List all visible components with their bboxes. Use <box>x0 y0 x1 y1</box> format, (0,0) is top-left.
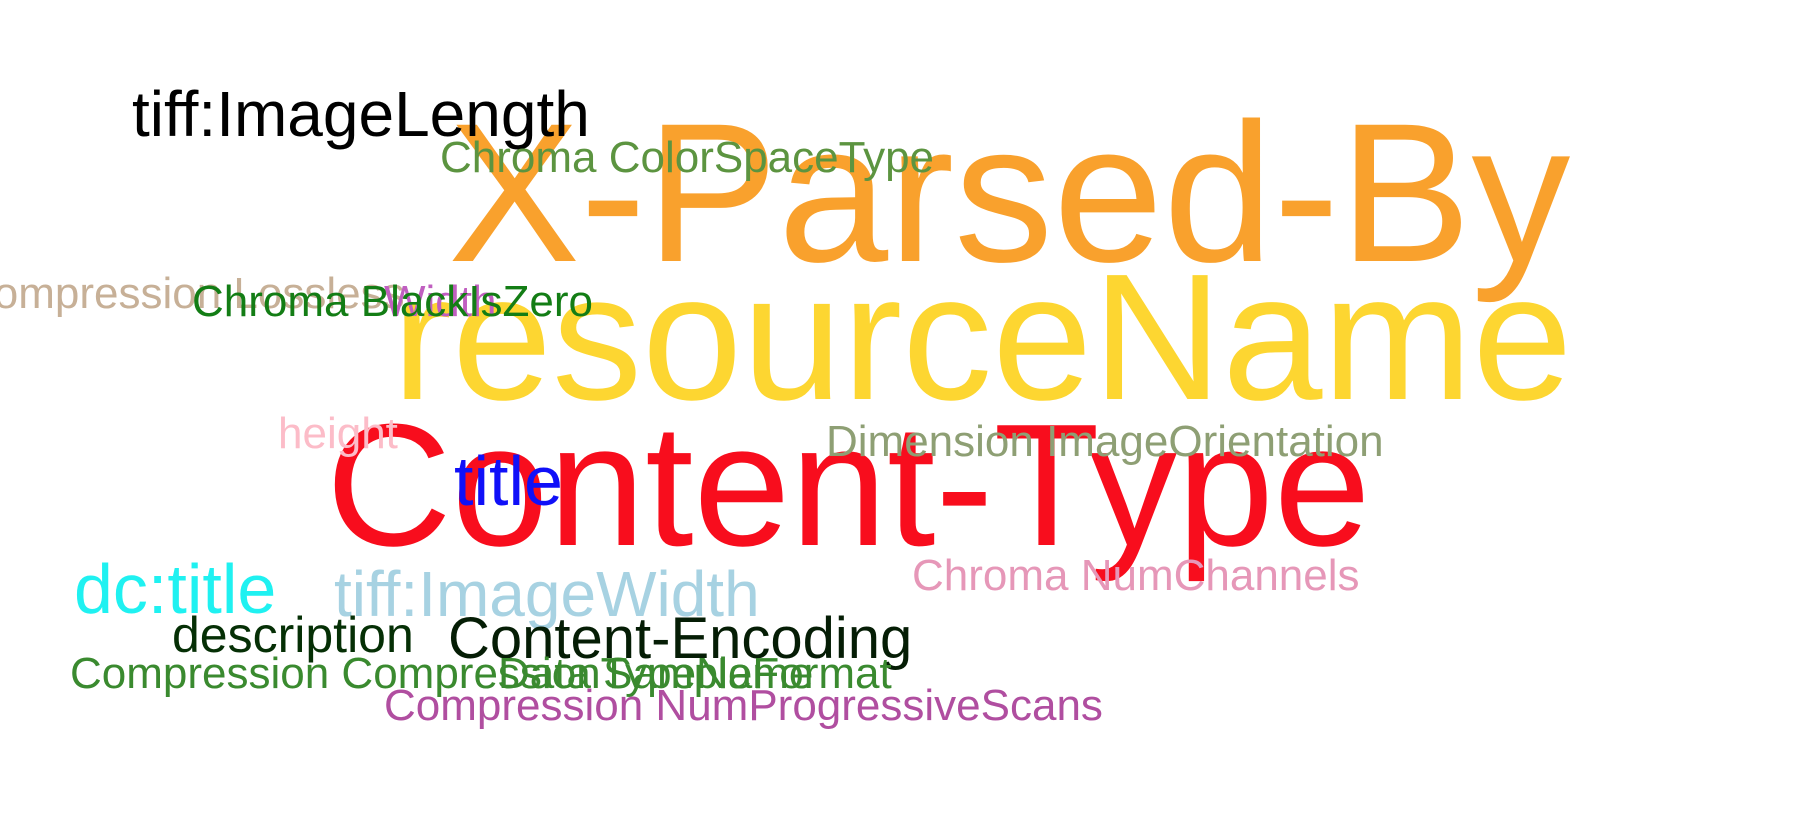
word-tiff-imagelength: tiff:ImageLength <box>132 78 590 150</box>
word-description: description <box>172 607 414 663</box>
word-tiff-imagewidth: tiff:ImageWidth <box>334 558 760 630</box>
word-dc-title: dc:title <box>74 550 277 628</box>
word-content-type: Content-Type <box>326 387 1371 582</box>
word-chroma-colorspacetype: Chroma ColorSpaceType <box>440 133 935 182</box>
word-width: Width <box>384 277 497 326</box>
word-dimension-imageorientation: Dimension ImageOrientation <box>826 417 1384 466</box>
word-height: height <box>278 409 398 458</box>
word-title: title <box>454 442 563 520</box>
word-chroma-blackiszero: Chroma BlackIsZero <box>192 277 594 326</box>
word-content-encoding: Content-Encoding <box>448 606 913 671</box>
word-x-parsed-by: X-Parsed-By <box>448 82 1571 303</box>
word-data-sampleformat: Data SampleFormat <box>498 649 892 698</box>
word-resourcename: resourceName <box>392 237 1573 438</box>
word-compression-lossless: Compression Lossless <box>0 269 405 318</box>
word-compression-numprogressivescans: Compression NumProgressiveScans <box>384 681 1103 730</box>
word-compression-compressiontypename: Compression CompressionTypeName <box>70 649 814 698</box>
word-chroma-numchannels: Chroma NumChannels <box>912 551 1360 600</box>
